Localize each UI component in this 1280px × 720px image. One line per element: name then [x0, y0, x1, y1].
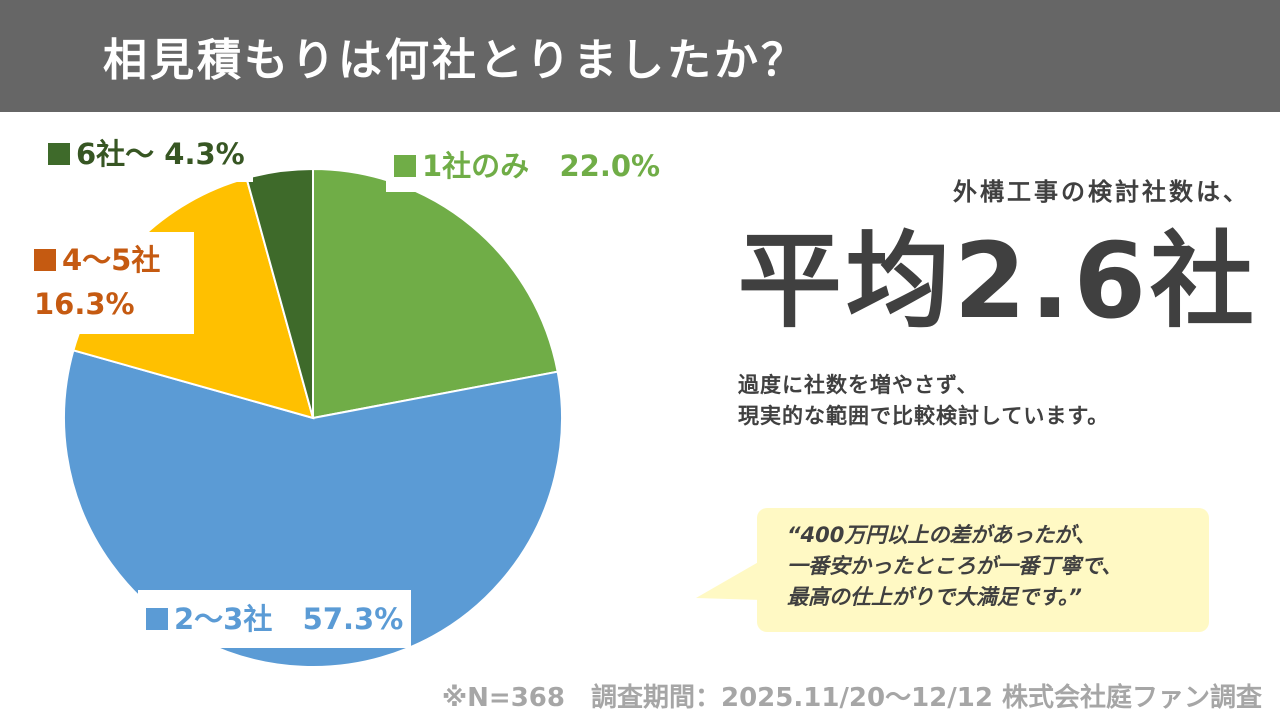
pie-slice-one [312, 167, 559, 420]
average-value: 平均2.6社 [737, 220, 1258, 342]
slice-value-two-three: 57.3% [302, 602, 404, 636]
summary-note: 過度に社数を増やさず、 現実的な範囲で比較検討しています。 [738, 370, 1109, 432]
slice-value-six-plus: 4.3% [164, 137, 245, 171]
slice-legend-four-five: 4〜5社 [62, 243, 161, 277]
slice-label-one: 1社のみ 22.0% [386, 140, 669, 192]
slice-legend-two-three: 2〜3社 [174, 602, 273, 636]
legend-swatch-two-three [146, 608, 168, 630]
legend-swatch-six-plus [48, 143, 70, 165]
customer-quote: “400万円以上の差があったが、 一番安かったところが一番丁寧で、 最高の仕上が… [787, 520, 1122, 613]
customer-quote-line-2: 一番安かったところが一番丁寧で、 [787, 554, 1123, 578]
summary-note-line-1: 過度に社数を増やさず、 [738, 373, 979, 397]
header-bar [0, 0, 1280, 112]
survey-footnote: ※N=368 調査期間：2025.11/20〜12/12 株式会社庭ファン調査 [441, 683, 1262, 713]
slice-label-six-plus: 6社〜 4.3% [40, 128, 253, 182]
quote-bubble-tail [696, 560, 762, 600]
page-title: 相見積もりは何社とりましたか？ [103, 35, 808, 86]
slice-legend-six-plus: 6社〜 [76, 137, 155, 171]
legend-swatch-four-five [34, 249, 56, 271]
legend-swatch-one [394, 155, 416, 177]
quote-bubble [757, 508, 1209, 632]
slice-value-one: 22.0% [559, 149, 661, 183]
customer-quote-line-1: “400万円以上の差があったが、 [787, 523, 1096, 547]
slice-label-four-five: 4〜5社 16.3% [26, 232, 194, 334]
average-caption: 外構工事の検討社数は、 [953, 178, 1250, 206]
summary-note-line-2: 現実的な範囲で比較検討しています。 [738, 404, 1110, 428]
customer-quote-line-3: 最高の仕上がりで大満足です。” [787, 585, 1082, 609]
slice-value-four-five: 16.3% [34, 287, 135, 321]
slice-label-two-three: 2〜3社 57.3% [138, 590, 412, 648]
slice-legend-one: 1社のみ [422, 149, 530, 183]
pie-slice-two-three [63, 349, 563, 668]
